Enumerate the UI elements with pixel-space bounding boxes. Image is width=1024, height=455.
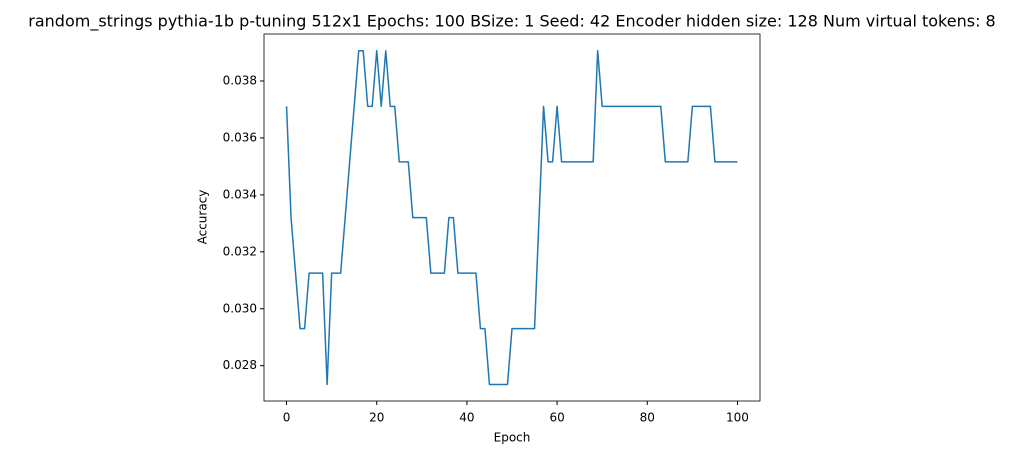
data-line: [285, 50, 738, 386]
y-tick-label: 0.032: [223, 244, 257, 258]
y-tick-label: 0.038: [223, 73, 257, 87]
x-tick-label: 80: [640, 411, 655, 425]
chart-title: random_strings pythia-1b p-tuning 512x1 …: [28, 12, 995, 32]
x-tick-label: 60: [549, 411, 564, 425]
x-tick-label: 0: [283, 411, 291, 425]
x-tick-label: 100: [726, 411, 749, 425]
y-tick-label: 0.028: [223, 358, 257, 372]
y-tick-label: 0.036: [223, 130, 257, 144]
x-tick-label: 20: [369, 411, 384, 425]
y-axis-label: Accuracy: [196, 190, 210, 245]
y-tick-label: 0.030: [223, 301, 257, 315]
x-axis-label: Epoch: [494, 431, 531, 445]
x-tick-label: 40: [459, 411, 474, 425]
y-tick-label: 0.034: [223, 187, 257, 201]
axes-frame: [263, 33, 761, 402]
